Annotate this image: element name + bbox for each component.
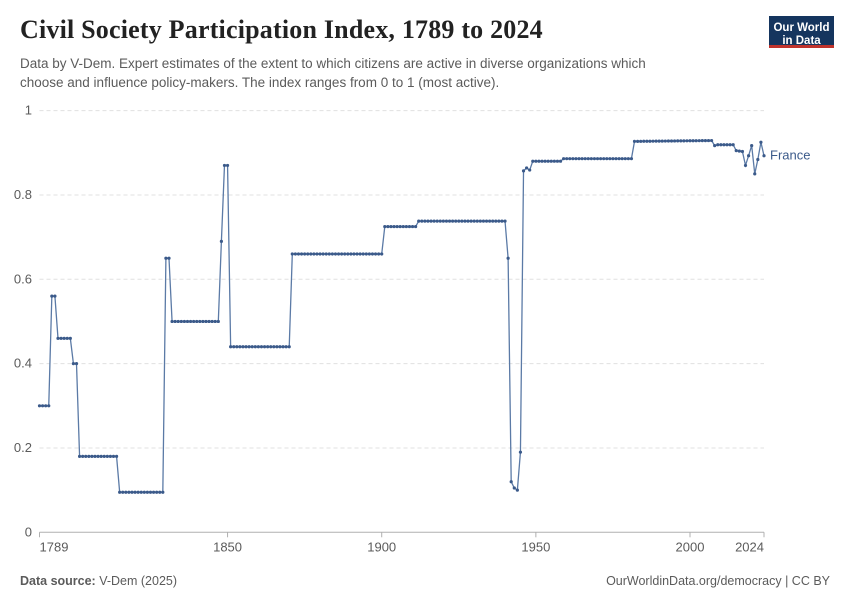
svg-text:1850: 1850 (213, 539, 242, 554)
svg-text:1: 1 (25, 103, 32, 118)
svg-text:0.6: 0.6 (14, 271, 32, 286)
svg-text:0.2: 0.2 (14, 440, 32, 455)
svg-text:France: France (770, 148, 810, 163)
svg-text:0: 0 (25, 524, 32, 539)
svg-text:1950: 1950 (521, 539, 550, 554)
svg-text:0.8: 0.8 (14, 187, 32, 202)
svg-text:0.4: 0.4 (14, 356, 32, 371)
svg-text:2000: 2000 (676, 539, 705, 554)
svg-text:1789: 1789 (40, 539, 69, 554)
svg-text:1900: 1900 (367, 539, 396, 554)
svg-text:2024: 2024 (735, 539, 764, 554)
